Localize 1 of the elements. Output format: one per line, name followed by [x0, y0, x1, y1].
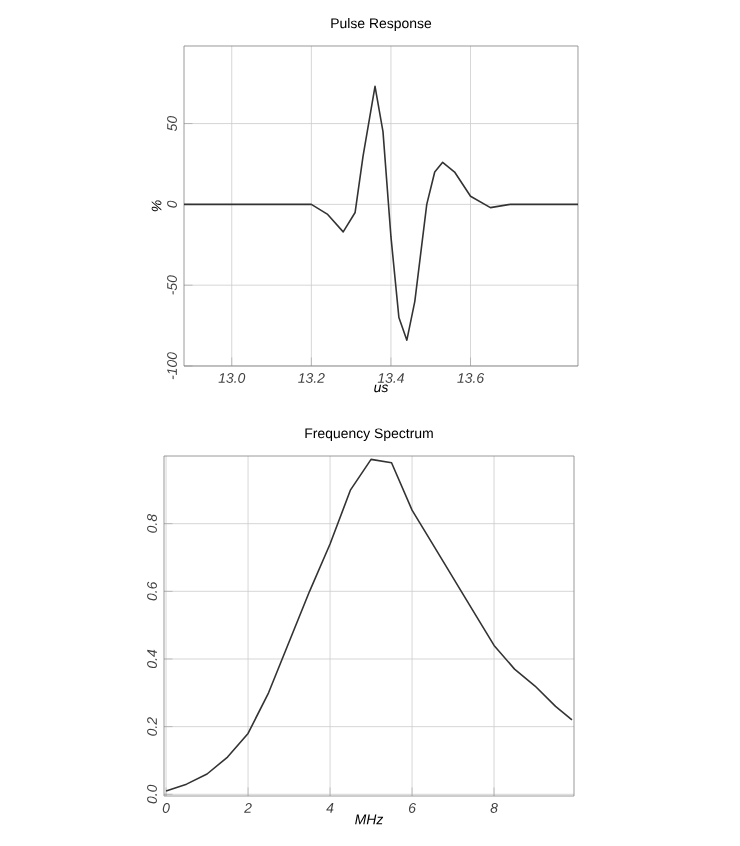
line-series — [184, 85, 578, 341]
